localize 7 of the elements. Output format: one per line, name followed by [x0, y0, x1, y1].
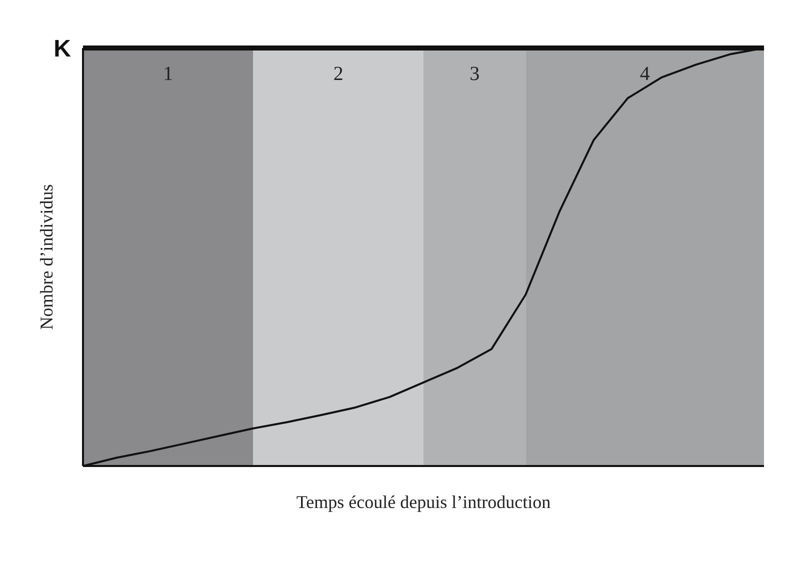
annotation: 3 [470, 63, 480, 86]
annotation: 2 [333, 63, 344, 86]
annotation: 1 [163, 63, 174, 86]
x-axis-title: Temps écoulé depuis l’introduction [296, 492, 551, 512]
ref-line-label: K [54, 36, 72, 63]
annotation: 4 [640, 63, 650, 86]
y-axis-title: Nombre d’individus [36, 184, 56, 330]
